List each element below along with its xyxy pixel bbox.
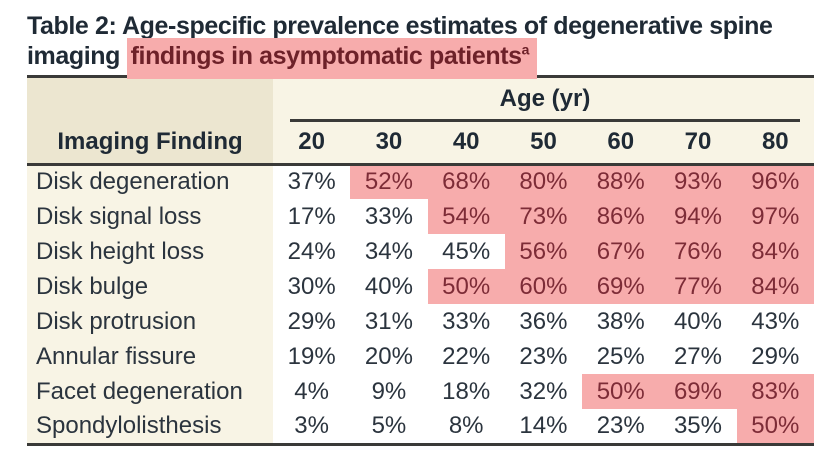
- value-cell: 76%: [659, 234, 737, 269]
- table-row-disk-degeneration: Disk degeneration 37% 52% 68% 80% 88% 93…: [27, 164, 814, 199]
- value-cell: 23%: [504, 339, 583, 374]
- value-cell: 27%: [659, 339, 737, 374]
- title-footnote-marker: a: [521, 41, 530, 58]
- title-highlight-text: findings in asymptomatic patients: [130, 42, 522, 70]
- value-cell: 37%: [273, 164, 351, 199]
- imaging-finding-header: Imaging Finding: [27, 122, 274, 166]
- age-column-header-50: 50: [504, 122, 583, 166]
- table-title: Table 2: Age-specific prevalence estimat…: [27, 11, 814, 79]
- value-cell: 50%: [582, 374, 660, 409]
- value-cell: 88%: [582, 164, 660, 199]
- value-cell: 29%: [736, 339, 814, 374]
- value-cell: 50%: [427, 269, 505, 304]
- value-cell: 77%: [659, 269, 737, 304]
- value-cell: 69%: [659, 374, 737, 409]
- age-group-header: Age (yr): [273, 78, 814, 122]
- row-label: Spondylolisthesis: [27, 409, 274, 446]
- value-cell: 38%: [582, 304, 660, 339]
- value-cell: 23%: [582, 409, 660, 446]
- value-cell: 45%: [427, 234, 505, 269]
- value-cell: 4%: [273, 374, 351, 409]
- value-cell: 14%: [504, 409, 583, 446]
- title-line2-prefix: imaging: [27, 42, 121, 70]
- table-row-disk-height-loss: Disk height loss 24% 34% 45% 56% 67% 76%…: [27, 234, 814, 269]
- column-header-row: Imaging Finding 20 30 40 50 60 70 80: [27, 122, 814, 166]
- table-body: Disk degeneration 37% 52% 68% 80% 88% 93…: [27, 164, 814, 446]
- row-label: Disk signal loss: [27, 199, 274, 234]
- row-label: Facet degeneration: [27, 374, 274, 409]
- table-row-facet-degeneration: Facet degeneration 4% 9% 18% 32% 50% 69%…: [27, 374, 814, 409]
- age-column-header-70: 70: [659, 122, 737, 166]
- value-cell: 43%: [736, 304, 814, 339]
- value-cell: 22%: [427, 339, 505, 374]
- value-cell: 93%: [659, 164, 737, 199]
- value-cell: 5%: [350, 409, 428, 446]
- value-cell: 94%: [659, 199, 737, 234]
- value-cell: 97%: [736, 199, 814, 234]
- value-cell: 9%: [350, 374, 428, 409]
- table-row-disk-protrusion: Disk protrusion 29% 31% 33% 36% 38% 40% …: [27, 304, 814, 339]
- value-cell: 40%: [659, 304, 737, 339]
- value-cell: 19%: [273, 339, 351, 374]
- table-row-annular-fissure: Annular fissure 19% 20% 22% 23% 25% 27% …: [27, 339, 814, 374]
- value-cell: 84%: [736, 234, 814, 269]
- title-line1: Table 2: Age-specific prevalence estimat…: [27, 12, 773, 40]
- value-cell: 33%: [427, 304, 505, 339]
- age-column-header-60: 60: [582, 122, 660, 166]
- value-cell: 80%: [504, 164, 583, 199]
- value-cell: 33%: [350, 199, 428, 234]
- age-group-row: Age (yr): [27, 78, 814, 122]
- value-cell: 86%: [582, 199, 660, 234]
- value-cell: 34%: [350, 234, 428, 269]
- value-cell: 84%: [736, 269, 814, 304]
- age-column-header-80: 80: [736, 122, 814, 166]
- title-highlight: findings in asymptomatic patientsa: [126, 38, 538, 79]
- age-column-header-30: 30: [350, 122, 428, 166]
- value-cell: 68%: [427, 164, 505, 199]
- value-cell: 17%: [273, 199, 351, 234]
- row-label: Disk bulge: [27, 269, 274, 304]
- value-cell: 35%: [659, 409, 737, 446]
- table-row-disk-bulge: Disk bulge 30% 40% 50% 60% 69% 77% 84%: [27, 269, 814, 304]
- value-cell: 8%: [427, 409, 505, 446]
- row-label: Disk degeneration: [27, 164, 274, 199]
- value-cell: 56%: [504, 234, 583, 269]
- age-column-header-20: 20: [273, 122, 351, 166]
- age-column-header-40: 40: [427, 122, 505, 166]
- row-label: Disk protrusion: [27, 304, 274, 339]
- value-cell: 24%: [273, 234, 351, 269]
- value-cell: 96%: [736, 164, 814, 199]
- table-row-disk-signal-loss: Disk signal loss 17% 33% 54% 73% 86% 94%…: [27, 199, 814, 234]
- value-cell: 36%: [504, 304, 583, 339]
- prevalence-table: Age (yr) Imaging Finding 20 30 40 50 60 …: [27, 78, 814, 446]
- table-figure: Table 2: Age-specific prevalence estimat…: [27, 11, 814, 446]
- value-cell: 32%: [504, 374, 583, 409]
- value-cell: 25%: [582, 339, 660, 374]
- value-cell: 30%: [273, 269, 351, 304]
- value-cell: 54%: [427, 199, 505, 234]
- value-cell: 52%: [350, 164, 428, 199]
- value-cell: 31%: [350, 304, 428, 339]
- value-cell: 60%: [504, 269, 583, 304]
- row-label: Disk height loss: [27, 234, 274, 269]
- value-cell: 67%: [582, 234, 660, 269]
- value-cell: 20%: [350, 339, 428, 374]
- value-cell: 83%: [736, 374, 814, 409]
- corner-cell: [27, 78, 274, 122]
- table-row-spondylolisthesis: Spondylolisthesis 3% 5% 8% 14% 23% 35% 5…: [27, 409, 814, 446]
- row-label: Annular fissure: [27, 339, 274, 374]
- value-cell: 73%: [504, 199, 583, 234]
- age-group-label: Age (yr): [290, 78, 800, 122]
- value-cell: 29%: [273, 304, 351, 339]
- value-cell: 69%: [582, 269, 660, 304]
- value-cell: 50%: [736, 409, 814, 446]
- value-cell: 3%: [273, 409, 351, 446]
- value-cell: 18%: [427, 374, 505, 409]
- value-cell: 40%: [350, 269, 428, 304]
